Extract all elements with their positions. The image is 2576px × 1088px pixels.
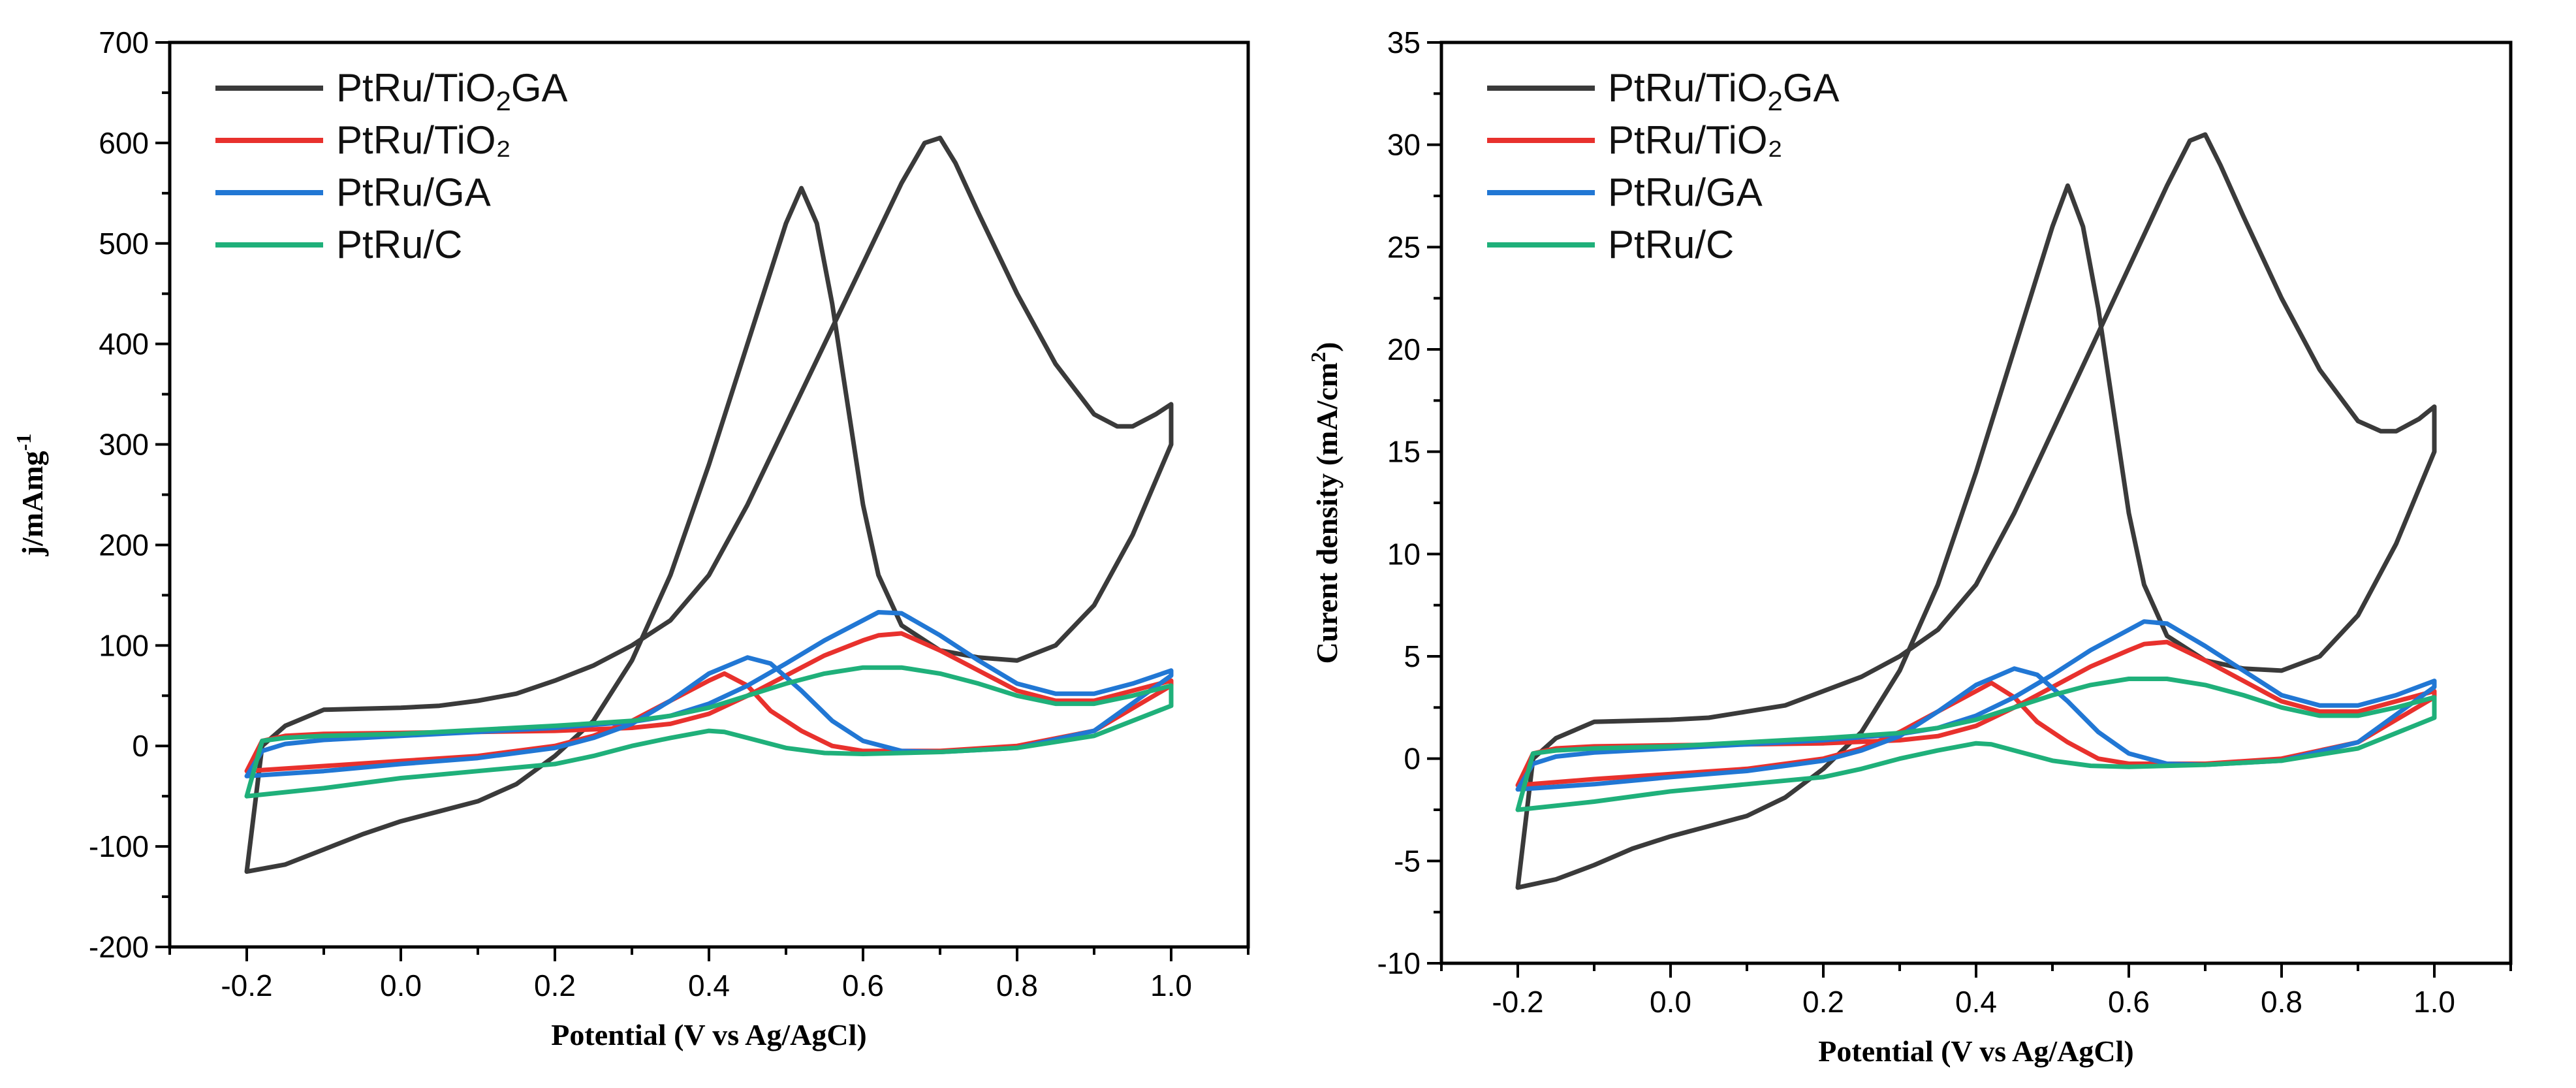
y-tick-label: 20 — [1387, 332, 1421, 366]
legend-label: PtRu/TiO₂ — [1608, 118, 1783, 162]
x-tick-label: 0.2 — [534, 968, 576, 1002]
legend-label: PtRu/C — [336, 223, 462, 266]
legend-label: PtRu/C — [1608, 223, 1734, 266]
y-tick-label: 25 — [1387, 230, 1421, 264]
x-tick-label: 0.4 — [688, 968, 730, 1002]
series-ptru-tio2ga — [244, 135, 1174, 874]
legend-label: PtRu/GA — [1608, 170, 1763, 214]
y-tick-label: -100 — [89, 829, 149, 863]
y-tick-label: 35 — [1387, 25, 1421, 59]
x-tick-label: 0.8 — [996, 968, 1038, 1002]
y-axis-title: Curent density (mA/cm2) — [1306, 342, 1343, 664]
x-tick-label: 1.0 — [2413, 985, 2455, 1019]
y-tick-label: 400 — [99, 327, 149, 361]
y-tick-label: 600 — [99, 126, 149, 160]
y-tick-label: 700 — [99, 25, 149, 59]
y-tick-label: -5 — [1394, 844, 1421, 878]
y-tick-label: 10 — [1387, 537, 1421, 571]
chart-left: -0.2 0.0 0.2 0.4 0.6 0.8 1.0 -200 -100 0 100 200 300… — [12, 25, 1250, 1051]
x-tick-label: 1.0 — [1150, 968, 1192, 1002]
x-axis-title: Potential (V vs Ag/AgCl) — [551, 1018, 866, 1051]
y-tick-label: 200 — [99, 528, 149, 562]
x-tick-label: -0.2 — [1492, 985, 1543, 1019]
legend-label: PtRu/TiO2GA — [336, 66, 568, 116]
y-tick-label: 300 — [99, 428, 149, 462]
y-axis-title: j/mAmg-1 — [12, 434, 49, 557]
x-tick-label: -0.2 — [221, 968, 272, 1002]
x-tick-label: 0.4 — [1955, 985, 1997, 1019]
y-tick-label: 500 — [99, 227, 149, 261]
legend-label: PtRu/GA — [336, 170, 491, 214]
x-axis-title: Potential (V vs Ag/AgCl) — [1818, 1034, 2133, 1068]
y-tick-label: 0 — [132, 729, 149, 763]
series-ptru-c — [244, 665, 1174, 799]
legend-label: PtRu/TiO2GA — [1608, 66, 1840, 116]
legend-label: PtRu/TiO₂ — [336, 118, 511, 162]
x-tick-label: 0.6 — [2108, 985, 2150, 1019]
y-tick-label: 15 — [1387, 435, 1421, 469]
x-tick-label: 0.8 — [2261, 985, 2302, 1019]
series-ptru-c — [1515, 677, 2437, 812]
chart-right: -0.2 0.0 0.2 0.4 0.6 0.8 1.0 -10 -5 0 5 10 15 20 25 30 3… — [1306, 25, 2513, 1068]
y-tick-label: -10 — [1377, 946, 1421, 980]
y-tick-label: 100 — [99, 628, 149, 662]
y-tick-label: 0 — [1404, 742, 1421, 776]
plot-frame — [168, 40, 1250, 949]
x-tick-label: 0.6 — [842, 968, 884, 1002]
y-tick-label: 5 — [1404, 639, 1421, 673]
x-tick-label: 0.0 — [1650, 985, 1691, 1019]
y-tick-label: -200 — [89, 930, 149, 964]
x-tick-label: 0.0 — [380, 968, 422, 1002]
series-ptru-tio2ga — [1515, 132, 2437, 890]
y-tick-label: 30 — [1387, 128, 1421, 162]
plot-frame — [1439, 40, 2513, 965]
x-tick-label: 0.2 — [1802, 985, 1844, 1019]
